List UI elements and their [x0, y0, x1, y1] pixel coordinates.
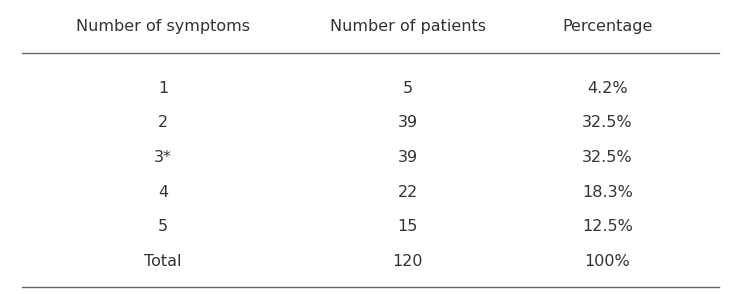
Text: Number of symptoms: Number of symptoms	[76, 19, 250, 34]
Text: Number of patients: Number of patients	[330, 19, 485, 34]
Text: 32.5%: 32.5%	[582, 115, 633, 131]
Text: 4.2%: 4.2%	[588, 81, 628, 96]
Text: 4: 4	[158, 185, 168, 200]
Text: Percentage: Percentage	[562, 19, 653, 34]
Text: 32.5%: 32.5%	[582, 150, 633, 165]
Text: 2: 2	[158, 115, 168, 131]
Text: 120: 120	[392, 254, 423, 269]
Text: 39: 39	[397, 150, 418, 165]
Text: 1: 1	[158, 81, 168, 96]
Text: 5: 5	[158, 219, 168, 235]
Text: 12.5%: 12.5%	[582, 219, 633, 235]
Text: 39: 39	[397, 115, 418, 131]
Text: 18.3%: 18.3%	[582, 185, 633, 200]
Text: 3*: 3*	[154, 150, 172, 165]
Text: 15: 15	[397, 219, 418, 235]
Text: 22: 22	[397, 185, 418, 200]
Text: Total: Total	[144, 254, 182, 269]
Text: 5: 5	[402, 81, 413, 96]
Text: 100%: 100%	[585, 254, 631, 269]
